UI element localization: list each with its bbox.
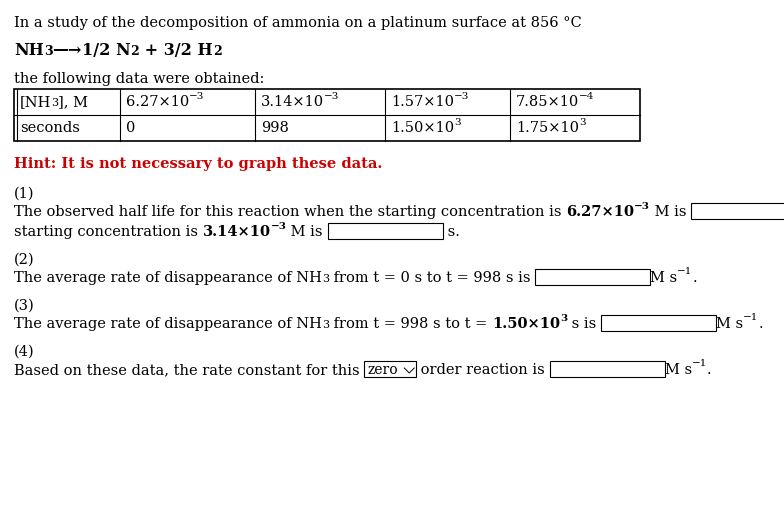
Text: s is: s is xyxy=(567,317,601,330)
Text: s.: s. xyxy=(443,224,459,239)
Text: −1: −1 xyxy=(691,358,707,367)
Text: from t = 0 s to t = 998 s is: from t = 0 s to t = 998 s is xyxy=(329,270,535,285)
Text: ], M: ], M xyxy=(59,95,89,109)
Text: [NH: [NH xyxy=(20,95,52,109)
Text: 3: 3 xyxy=(44,45,53,58)
Text: .: . xyxy=(707,362,712,376)
FancyBboxPatch shape xyxy=(328,223,443,240)
Bar xyxy=(14,90,640,142)
Text: the following data were obtained:: the following data were obtained: xyxy=(14,72,264,86)
Text: (2): (2) xyxy=(14,252,34,267)
Text: M is: M is xyxy=(286,224,328,239)
Text: Based on these data, the rate constant for this: Based on these data, the rate constant f… xyxy=(14,362,365,376)
Text: −3: −3 xyxy=(189,92,205,101)
Text: seconds: seconds xyxy=(20,121,80,135)
Text: The average rate of disappearance of NH: The average rate of disappearance of NH xyxy=(14,270,322,285)
Text: 1/2 N: 1/2 N xyxy=(82,42,130,59)
Text: 2: 2 xyxy=(130,45,139,58)
Text: —→: —→ xyxy=(53,42,82,59)
Text: 3: 3 xyxy=(322,273,329,284)
Text: 1.50×10: 1.50×10 xyxy=(492,317,560,330)
Text: 3: 3 xyxy=(579,118,586,127)
Text: zero: zero xyxy=(367,362,397,376)
Text: 6.27×10: 6.27×10 xyxy=(126,95,189,109)
Text: (1): (1) xyxy=(14,187,34,201)
FancyBboxPatch shape xyxy=(691,204,784,219)
Text: 1.75×10: 1.75×10 xyxy=(516,121,579,135)
Text: M s: M s xyxy=(665,362,691,376)
Text: −1: −1 xyxy=(743,313,758,321)
Text: 3: 3 xyxy=(52,98,59,108)
Text: + 3/2 H: + 3/2 H xyxy=(139,42,212,59)
Text: In a study of the decomposition of ammonia on a platinum surface at 856 °C: In a study of the decomposition of ammon… xyxy=(14,16,582,30)
Text: 3: 3 xyxy=(454,118,461,127)
Text: The average rate of disappearance of NH: The average rate of disappearance of NH xyxy=(14,317,322,330)
Text: M s: M s xyxy=(650,270,677,285)
Text: 7.85×10: 7.85×10 xyxy=(516,95,579,109)
Text: 1.50×10: 1.50×10 xyxy=(391,121,454,135)
Text: .: . xyxy=(692,270,697,285)
Text: 6.27×10: 6.27×10 xyxy=(566,205,634,218)
Text: −3: −3 xyxy=(634,202,650,211)
Text: 3: 3 xyxy=(322,319,329,329)
Text: 3.14×10: 3.14×10 xyxy=(202,224,270,239)
Text: NH: NH xyxy=(14,42,44,59)
Text: (3): (3) xyxy=(14,298,34,313)
Text: starting concentration is: starting concentration is xyxy=(14,224,202,239)
Text: 1.57×10: 1.57×10 xyxy=(391,95,454,109)
FancyBboxPatch shape xyxy=(535,269,650,286)
Text: M is: M is xyxy=(650,205,691,218)
Text: from t = 998 s to t =: from t = 998 s to t = xyxy=(329,317,492,330)
Text: 0: 0 xyxy=(126,121,136,135)
FancyBboxPatch shape xyxy=(550,361,665,377)
Text: 2: 2 xyxy=(212,45,222,58)
Text: order reaction is: order reaction is xyxy=(416,362,550,376)
Text: Hint: It is not necessary to graph these data.: Hint: It is not necessary to graph these… xyxy=(14,157,383,171)
FancyBboxPatch shape xyxy=(365,361,416,377)
Text: .: . xyxy=(758,317,763,330)
Text: (4): (4) xyxy=(14,344,34,358)
FancyBboxPatch shape xyxy=(601,316,716,331)
Text: −3: −3 xyxy=(454,92,470,101)
Text: The observed half life for this reaction when the starting concentration is: The observed half life for this reaction… xyxy=(14,205,566,218)
Text: 998: 998 xyxy=(261,121,289,135)
Text: −3: −3 xyxy=(324,92,339,101)
Text: −3: −3 xyxy=(270,221,286,231)
Text: M s: M s xyxy=(716,317,743,330)
Text: 3: 3 xyxy=(560,314,567,322)
Text: −4: −4 xyxy=(579,92,594,101)
Text: 3.14×10: 3.14×10 xyxy=(261,95,324,109)
Text: −1: −1 xyxy=(677,267,692,275)
